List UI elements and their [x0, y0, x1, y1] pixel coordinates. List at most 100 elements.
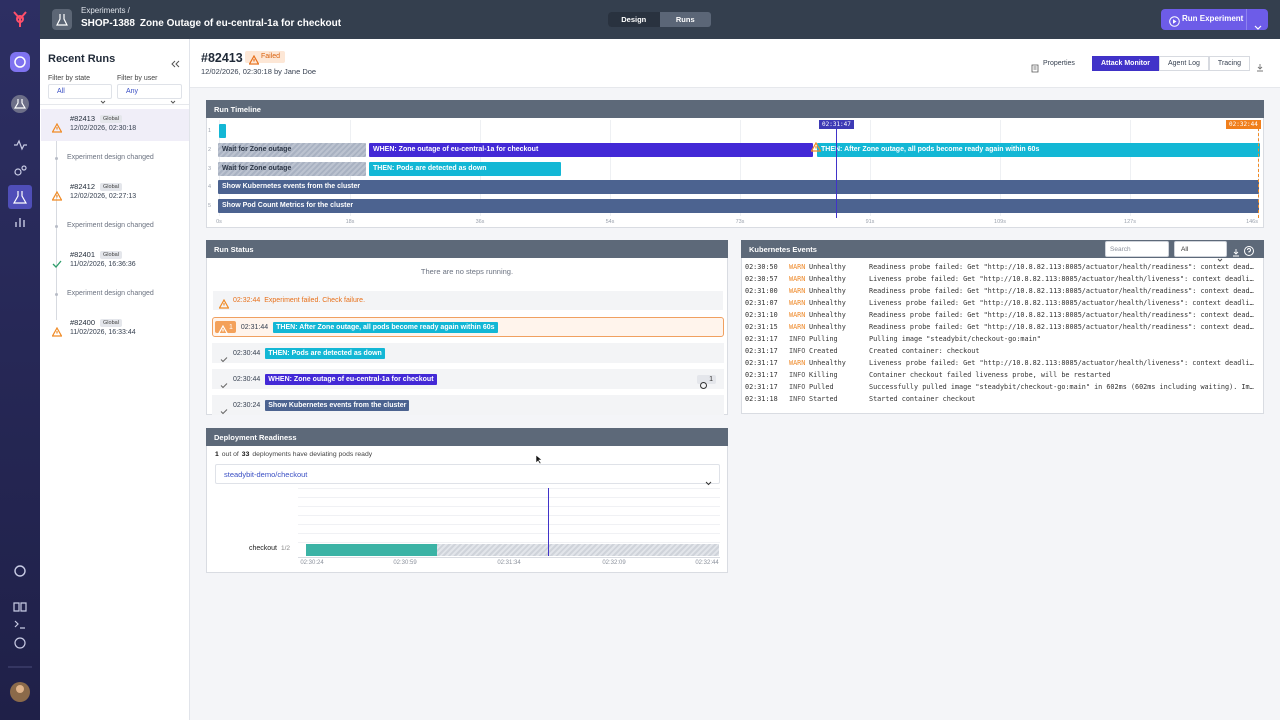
- sidebar: [40, 39, 190, 720]
- run-meta: 12/02/2026, 02:30:18 by Jane Doe: [201, 67, 317, 76]
- experiment-key: SHOP-1388: [81, 18, 135, 29]
- event-time: 02:31:15: [745, 323, 778, 331]
- search-input[interactable]: Search: [1105, 241, 1169, 257]
- event-message: Liveness probe failed: Get "http://10.8.…: [869, 299, 1255, 307]
- select[interactable]: Any: [117, 84, 182, 104]
- event-message: Successfully pulled image "steadybit/che…: [869, 383, 1255, 391]
- search-placeholder: Search: [1110, 246, 1131, 253]
- run-id: #82413: [201, 51, 243, 65]
- step-row[interactable]: 02:30:44 WHEN: Zone outage of eu-central-…: [212, 369, 724, 389]
- run-item[interactable]: #82413 Global 12/02/2026, 02:30:18: [41, 109, 189, 141]
- axis-label: 73s: [735, 219, 745, 225]
- select-value: All: [57, 88, 65, 95]
- event-level: WARN: [789, 323, 806, 331]
- event-message: Readiness probe failed: Get "http://10.8…: [869, 311, 1255, 319]
- end-label: 02:32:44: [1226, 120, 1261, 129]
- change-note: Experiment design changed: [67, 222, 154, 229]
- grid-line: [298, 506, 720, 507]
- view-tab[interactable]: Design: [608, 12, 660, 27]
- select-value: steadybit-demo/checkout: [224, 470, 308, 479]
- event-filter[interactable]: All: [1174, 241, 1227, 262]
- run-tab[interactable]: Attack Monitor: [1092, 56, 1159, 71]
- panel-title: Run Timeline: [214, 105, 261, 114]
- row-number: 2: [208, 147, 212, 153]
- check-icon: [220, 402, 228, 414]
- axis-label: 02:30:24: [300, 560, 324, 566]
- panel: [741, 240, 1264, 414]
- success-icon: [52, 256, 62, 268]
- step-row[interactable]: 1 02:31:44 THEN: After Zone outage, all po…: [212, 317, 724, 337]
- event-reason: Killing: [809, 371, 838, 379]
- event-message: Liveness probe failed: Get "http://10.8.…: [869, 359, 1255, 367]
- divider: [1246, 9, 1247, 30]
- step-count-value: 1: [709, 375, 713, 383]
- event-time: 02:30:50: [745, 263, 778, 271]
- scope-badge: Global: [100, 114, 122, 123]
- filter-label: Filter by state: [48, 75, 91, 82]
- empty-note: There are no steps running.: [420, 267, 514, 276]
- event-message: Created container: checkout: [869, 347, 980, 355]
- event-level: WARN: [789, 311, 806, 319]
- grid-line: [298, 524, 720, 525]
- sidebar-title: Recent Runs: [48, 53, 116, 65]
- count: 1: [215, 451, 219, 458]
- view-tabs: Design Runs: [608, 12, 711, 27]
- run-tabs: Attack Monitor Agent Log Tracing: [1092, 56, 1251, 71]
- axis-line: [298, 557, 720, 558]
- grid-line: [1130, 120, 1131, 216]
- timeline-bar: Wait for Zone outage: [218, 162, 366, 176]
- row-number: 3: [208, 166, 212, 172]
- grid-line: [298, 497, 720, 498]
- warning-icon: [51, 188, 63, 201]
- text: out of: [221, 451, 239, 458]
- event-level: WARN: [789, 287, 806, 295]
- status-badge: Failed: [245, 51, 286, 65]
- event-level: INFO: [789, 335, 806, 343]
- run-button[interactable]: Run Experiment: [1161, 9, 1268, 30]
- axis-label: 127s: [1124, 219, 1136, 225]
- event-reason: Unhealthy: [809, 287, 846, 295]
- deployment-select[interactable]: steadybit-demo/checkout: [215, 464, 720, 486]
- event-reason: Unhealthy: [809, 323, 846, 331]
- step-chip: THEN: After Zone outage, all pods become…: [273, 321, 498, 333]
- event-time: 02:31:17: [745, 383, 778, 391]
- run-item[interactable]: #82412 Global 12/02/2026, 02:27:13: [41, 177, 189, 209]
- bar-label: THEN: Pods are detected as down: [373, 165, 487, 172]
- mouse-cursor: [535, 452, 543, 465]
- properties-link[interactable]: Properties: [1043, 60, 1075, 67]
- dot: [55, 157, 58, 160]
- axis-label: 146s: [1246, 219, 1258, 225]
- event-time: 02:31:17: [745, 335, 778, 343]
- row-ratio: 1/2: [281, 545, 291, 552]
- step-chip: WHEN: Zone outage of eu-central-1a for c…: [265, 373, 437, 385]
- event-level: INFO: [789, 383, 806, 391]
- event-reason: Unhealthy: [809, 311, 846, 319]
- run-tab[interactable]: Tracing: [1208, 56, 1251, 71]
- bar-label: Wait for Zone outage: [222, 146, 292, 153]
- run-tab[interactable]: Agent Log: [1159, 56, 1209, 71]
- chevron: [1254, 17, 1262, 30]
- step-row[interactable]: 02:30:44 THEN: Pods are detected as down: [212, 343, 724, 363]
- select[interactable]: All: [48, 84, 112, 104]
- step-row[interactable]: 02:30:24 Show Kubernetes events from the …: [212, 395, 724, 415]
- total: 33: [241, 451, 250, 458]
- panel-header: [206, 240, 728, 258]
- event-level: WARN: [789, 299, 806, 307]
- view-tab[interactable]: Runs: [675, 15, 695, 24]
- download-icon: [1256, 59, 1264, 72]
- timeline-bar: Wait for Zone outage: [218, 143, 366, 157]
- run-item[interactable]: #82400 Global 11/02/2026, 16:33:44: [41, 313, 189, 345]
- event-level: INFO: [789, 395, 806, 401]
- failure-marker: [810, 139, 822, 152]
- run-id: #82413: [70, 114, 96, 123]
- run-item[interactable]: #82401 Global 11/02/2026, 16:36:36: [41, 245, 189, 277]
- cursor-line: [836, 128, 837, 218]
- row-label: checkout: [248, 545, 277, 552]
- failure-text: Experiment failed. Check failure.: [264, 297, 366, 304]
- timeline-bar: WHEN: Zone outage of eu-central-1a for c…: [369, 143, 813, 157]
- event-message: Pulling image "steadybit/checkout-go:mai…: [869, 335, 1041, 343]
- axis-label: 18s: [345, 219, 355, 225]
- scope-badge: Global: [100, 318, 122, 327]
- bar-label: Show Kubernetes events from the cluster: [222, 183, 361, 190]
